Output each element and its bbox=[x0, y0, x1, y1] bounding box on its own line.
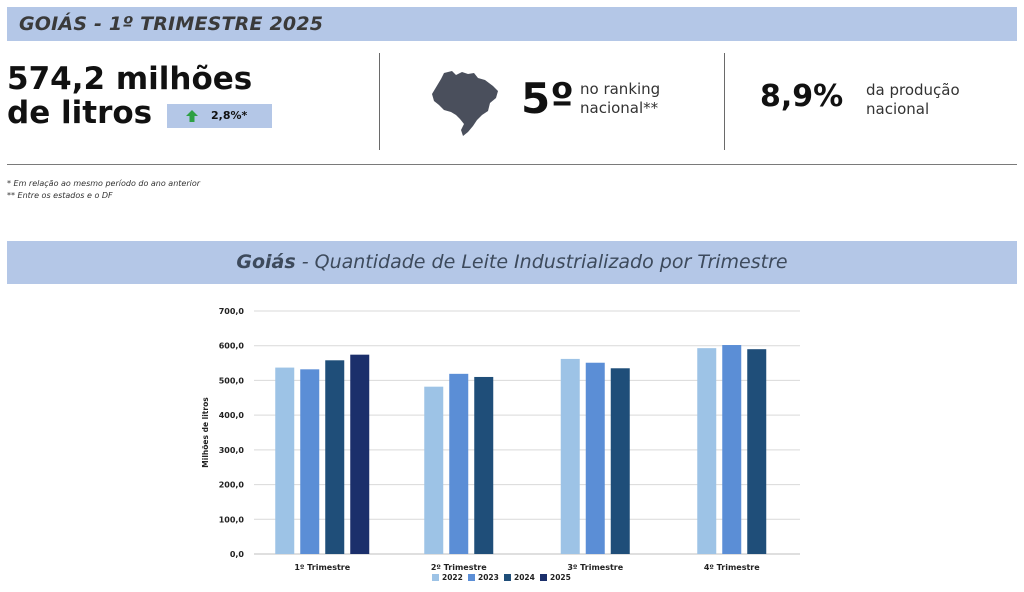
brazil-map-icon bbox=[432, 71, 498, 136]
legend-label-2023: 2023 bbox=[478, 573, 499, 582]
share-caption-line-2: nacional bbox=[866, 100, 930, 118]
bar-2024 bbox=[747, 349, 767, 554]
bar-2022 bbox=[560, 358, 580, 554]
bar-2023 bbox=[449, 373, 469, 554]
y-tick-label: 0,0 bbox=[230, 550, 245, 559]
share-value: 8,9% bbox=[760, 79, 844, 114]
footnote-2: ** Entre os estados e o DF bbox=[7, 191, 113, 200]
y-tick-label: 100,0 bbox=[219, 515, 245, 524]
bar-2023 bbox=[300, 369, 320, 554]
volume-kpi: 574,2 milhões de litros bbox=[7, 62, 252, 130]
y-tick-label: 600,0 bbox=[219, 342, 245, 351]
ranking-value: 5º bbox=[521, 74, 574, 123]
page-title: GOIÁS - 1º TRIMESTRE 2025 bbox=[19, 13, 324, 35]
bar-2023 bbox=[585, 362, 605, 554]
section-divider bbox=[7, 164, 1017, 165]
growth-value: 2,8%* bbox=[211, 109, 248, 122]
legend-label-2024: 2024 bbox=[514, 573, 535, 582]
chart-title: Goiás - Quantidade de Leite Industrializ… bbox=[7, 251, 1017, 273]
bar-2024 bbox=[474, 376, 494, 554]
share-caption: da produção nacional bbox=[866, 81, 960, 119]
bar-chart: 0,0 100,0 200,0 300,0 400,0 500,0 600,0 700,0 Mi… bbox=[201, 307, 800, 582]
ranking-caption: no ranking nacional** bbox=[580, 80, 660, 118]
bar-2022 bbox=[697, 348, 717, 554]
legend-swatch-2025 bbox=[540, 574, 547, 581]
x-category-label: 3º Trimestre bbox=[567, 563, 623, 572]
footnote-1: * Em relação ao mesmo período do ano ant… bbox=[7, 179, 201, 188]
y-tick-label: 200,0 bbox=[219, 481, 245, 490]
divider-1 bbox=[379, 53, 380, 150]
y-tick-label: 300,0 bbox=[219, 446, 245, 455]
chart-title-bold: Goiás bbox=[236, 251, 296, 273]
legend-swatch-2023 bbox=[468, 574, 475, 581]
legend-label-2022: 2022 bbox=[442, 573, 463, 582]
x-category-label: 2º Trimestre bbox=[431, 563, 487, 572]
bar-2024 bbox=[325, 360, 345, 554]
share-caption-line-1: da produção bbox=[866, 81, 960, 99]
title-band: GOIÁS - 1º TRIMESTRE 2025 bbox=[7, 7, 1017, 41]
growth-badge: 2,8%* bbox=[167, 104, 272, 128]
legend-label-2025: 2025 bbox=[550, 573, 571, 582]
x-category-label: 1º Trimestre bbox=[294, 563, 350, 572]
up-arrow-icon bbox=[186, 110, 198, 122]
bar-2025 bbox=[350, 354, 370, 554]
legend-swatch-2024 bbox=[504, 574, 511, 581]
y-axis-title: Milhões de litros bbox=[201, 397, 210, 468]
bar-2023 bbox=[722, 345, 742, 554]
volume-line-2: de litros bbox=[7, 95, 153, 131]
y-tick-label: 400,0 bbox=[219, 411, 245, 420]
bar-2024 bbox=[610, 368, 630, 554]
y-tick-label: 700,0 bbox=[219, 307, 245, 316]
legend-swatch-2022 bbox=[432, 574, 439, 581]
ranking-caption-line-2: nacional** bbox=[580, 99, 659, 117]
divider-2 bbox=[724, 53, 725, 150]
ranking-caption-line-1: no ranking bbox=[580, 80, 661, 98]
x-category-label: 4º Trimestre bbox=[704, 563, 760, 572]
bar-2022 bbox=[275, 367, 295, 554]
chart-title-rest: - Quantidade de Leite Industrializado po… bbox=[295, 251, 788, 273]
chart-title-band: Goiás - Quantidade de Leite Industrializ… bbox=[7, 241, 1017, 284]
bar-2022 bbox=[424, 386, 444, 554]
volume-line-1: 574,2 milhões bbox=[7, 61, 253, 97]
y-tick-label: 500,0 bbox=[219, 376, 245, 385]
